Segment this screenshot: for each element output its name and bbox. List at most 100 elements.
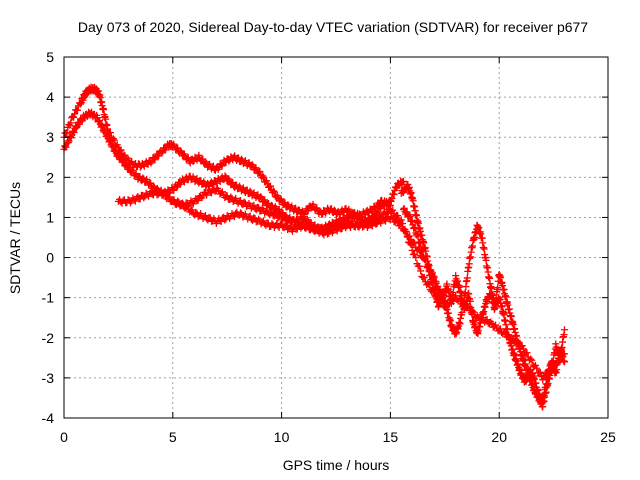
data-point	[272, 209, 280, 217]
data-point	[70, 113, 78, 121]
data-point	[414, 233, 422, 241]
data-point	[388, 195, 396, 203]
x-tick-label: 25	[600, 429, 616, 445]
data-point	[96, 117, 104, 125]
chart-title: Day 073 of 2020, Sidereal Day-to-day VTE…	[78, 19, 588, 35]
data-point	[466, 297, 474, 305]
data-point	[411, 224, 419, 232]
data-point	[382, 217, 390, 225]
y-tick-label: 3	[46, 129, 54, 145]
data-point	[397, 216, 405, 224]
data-point	[175, 198, 183, 206]
data-point	[423, 262, 431, 270]
y-tick-label: 1	[46, 209, 54, 225]
data-point	[494, 284, 502, 292]
data-point	[104, 131, 112, 139]
data-point	[266, 182, 274, 190]
data-point	[207, 189, 215, 197]
data-point	[295, 206, 303, 214]
data-point	[192, 208, 200, 216]
data-point	[468, 311, 476, 319]
x-tick-label: 5	[169, 429, 177, 445]
data-point	[420, 273, 428, 281]
data-point	[281, 221, 289, 229]
data-point	[259, 172, 267, 180]
data-point	[424, 280, 432, 288]
data-point	[269, 187, 277, 195]
data-point	[106, 137, 114, 145]
series-track-f	[399, 204, 568, 407]
data-point	[402, 228, 410, 236]
y-tick-label: -2	[42, 330, 55, 346]
data-point	[318, 210, 326, 218]
x-tick-label: 15	[383, 429, 399, 445]
data-point	[382, 210, 390, 218]
data-point	[406, 213, 414, 221]
data-point	[408, 217, 416, 225]
data-point	[372, 220, 380, 228]
data-point	[389, 206, 397, 214]
data-point	[463, 274, 471, 282]
data-point	[217, 217, 225, 225]
data-point	[63, 128, 71, 136]
data-point	[390, 190, 398, 198]
data-point	[74, 106, 82, 114]
data-point	[160, 189, 168, 197]
data-point	[410, 223, 418, 231]
data-point	[408, 246, 416, 254]
data-point	[250, 214, 258, 222]
y-tick-label: -3	[42, 370, 55, 386]
data-point	[317, 226, 325, 234]
y-tick-label: 2	[46, 169, 54, 185]
data-point	[278, 220, 286, 228]
data-point	[165, 193, 173, 201]
data-point	[400, 204, 408, 212]
data-point	[221, 216, 229, 224]
data-point	[415, 238, 423, 246]
data-point	[183, 202, 191, 210]
data-point	[313, 204, 321, 212]
data-point	[259, 217, 267, 225]
data-point	[288, 227, 296, 235]
data-point	[147, 159, 155, 167]
data-point	[67, 119, 75, 127]
data-point	[201, 212, 209, 220]
data-point	[383, 209, 391, 217]
data-point	[218, 188, 226, 196]
y-tick-label: -4	[42, 410, 55, 426]
data-point	[418, 247, 426, 255]
y-tick-label: -1	[42, 290, 55, 306]
data-point	[473, 312, 481, 320]
data-point	[492, 321, 500, 329]
data-point	[76, 100, 84, 108]
data-point	[158, 149, 166, 157]
y-tick-label: 0	[46, 250, 54, 266]
data-point	[365, 219, 373, 227]
plot-frame	[63, 56, 609, 419]
data-point	[189, 200, 197, 208]
data-point	[407, 241, 415, 249]
data-point	[109, 141, 117, 149]
data-point	[149, 182, 157, 190]
data-point	[394, 212, 402, 220]
y-tick-label: 4	[46, 89, 54, 105]
data-point	[406, 239, 414, 247]
grid	[64, 57, 608, 418]
data-point	[256, 167, 264, 175]
axis-ticks: 0 5 10 15 20 25 -4 -3 -2 -1 0 1 2 3 4 5	[42, 49, 616, 445]
data-point	[417, 243, 425, 251]
data-point	[281, 213, 289, 221]
data-point	[173, 183, 181, 191]
data-point	[67, 132, 75, 140]
data-point	[236, 209, 244, 217]
data-point	[223, 192, 231, 200]
data-point	[496, 325, 504, 333]
data-point	[98, 122, 106, 130]
data-point	[268, 208, 276, 216]
data-point	[461, 289, 469, 297]
data-point	[528, 356, 536, 364]
data-point	[230, 213, 238, 221]
data-point	[132, 170, 140, 178]
